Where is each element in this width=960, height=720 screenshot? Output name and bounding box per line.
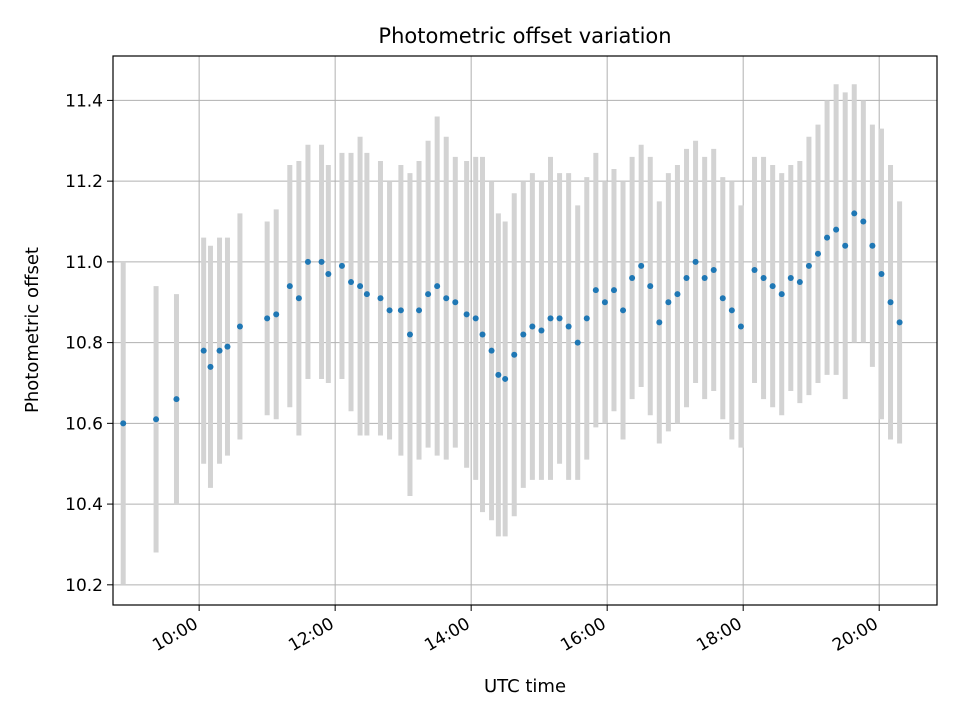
x-tick-label: 10:00 bbox=[149, 614, 201, 656]
data-point bbox=[719, 295, 726, 302]
data-point bbox=[860, 218, 867, 225]
data-point bbox=[520, 331, 527, 338]
data-point bbox=[620, 307, 627, 314]
data-point bbox=[406, 331, 413, 338]
x-tick-label: 18:00 bbox=[693, 614, 745, 656]
x-tick-label: 16:00 bbox=[557, 614, 609, 656]
data-point bbox=[488, 347, 495, 354]
data-point bbox=[511, 351, 518, 358]
data-point bbox=[692, 258, 699, 265]
data-point bbox=[814, 250, 821, 257]
data-point bbox=[338, 262, 345, 269]
data-point bbox=[805, 262, 812, 269]
data-point bbox=[295, 295, 302, 302]
data-point bbox=[674, 291, 681, 298]
y-tick-label: 10.4 bbox=[65, 495, 103, 515]
data-point bbox=[304, 258, 311, 265]
y-tick-label: 10.6 bbox=[65, 414, 103, 434]
data-point bbox=[386, 307, 393, 314]
data-point bbox=[425, 291, 432, 298]
data-point bbox=[463, 311, 470, 318]
data-point bbox=[264, 315, 271, 322]
data-point bbox=[710, 266, 717, 273]
x-tick-label: 14:00 bbox=[421, 614, 473, 656]
data-point bbox=[851, 210, 858, 217]
data-point bbox=[273, 311, 280, 318]
data-point bbox=[286, 283, 293, 290]
data-point bbox=[348, 279, 355, 286]
y-axis-ticks: 10.2 10.4 10.6 10.8 11.0 11.2 11.4 bbox=[65, 91, 113, 596]
data-point bbox=[153, 416, 160, 423]
data-point bbox=[778, 291, 785, 298]
data-point bbox=[583, 315, 590, 322]
data-point bbox=[236, 323, 243, 330]
data-point bbox=[224, 343, 231, 350]
data-point bbox=[357, 283, 364, 290]
data-point bbox=[647, 283, 654, 290]
y-tick-label: 11.0 bbox=[65, 253, 103, 273]
data-point bbox=[452, 299, 459, 306]
data-point bbox=[760, 275, 767, 282]
y-axis-label: Photometric offset bbox=[22, 247, 43, 413]
x-axis-label: UTC time bbox=[484, 676, 566, 697]
data-point bbox=[434, 283, 441, 290]
data-point bbox=[207, 363, 214, 370]
data-point bbox=[638, 262, 645, 269]
data-point bbox=[200, 347, 207, 354]
data-point bbox=[574, 339, 581, 346]
data-point bbox=[472, 315, 479, 322]
data-point bbox=[416, 307, 423, 314]
x-tick-label: 12:00 bbox=[285, 614, 337, 656]
data-point bbox=[610, 287, 617, 294]
data-point bbox=[869, 242, 876, 249]
data-point bbox=[701, 275, 708, 282]
data-point bbox=[796, 279, 803, 286]
y-tick-label: 10.2 bbox=[65, 576, 103, 596]
data-point bbox=[887, 299, 894, 306]
data-point bbox=[377, 295, 384, 302]
data-point bbox=[751, 266, 758, 273]
data-point bbox=[728, 307, 735, 314]
y-tick-label: 11.2 bbox=[65, 172, 103, 192]
data-point bbox=[363, 291, 370, 298]
y-tick-label: 10.8 bbox=[65, 334, 103, 354]
data-point bbox=[878, 270, 885, 277]
chart-title: Photometric offset variation bbox=[378, 24, 671, 48]
plot-frame bbox=[112, 55, 938, 606]
errorbars bbox=[120, 84, 903, 585]
y-tick-label: 11.4 bbox=[65, 91, 103, 111]
data-point bbox=[833, 226, 840, 233]
data-point bbox=[479, 331, 486, 338]
x-tick-label: 20:00 bbox=[829, 614, 881, 656]
data-point bbox=[601, 299, 608, 306]
data-point bbox=[592, 287, 599, 294]
data-point bbox=[737, 323, 744, 330]
data-point bbox=[502, 375, 509, 382]
data-point bbox=[216, 347, 223, 354]
data-point bbox=[318, 258, 325, 265]
data-point bbox=[824, 234, 831, 241]
data-point bbox=[397, 307, 404, 314]
data-point bbox=[495, 371, 502, 378]
data-point bbox=[443, 295, 450, 302]
x-axis-ticks: 10:00 12:00 14:00 16:00 18:00 20:00 bbox=[149, 605, 882, 656]
data-point bbox=[769, 283, 776, 290]
data-point bbox=[529, 323, 536, 330]
data-point bbox=[556, 315, 563, 322]
data-point bbox=[787, 275, 794, 282]
data-point bbox=[325, 270, 332, 277]
data-point bbox=[120, 420, 127, 427]
data-point bbox=[683, 275, 690, 282]
data-points bbox=[120, 210, 903, 427]
data-point bbox=[173, 396, 180, 403]
data-point bbox=[629, 275, 636, 282]
data-point bbox=[842, 242, 849, 249]
data-point bbox=[565, 323, 572, 330]
data-point bbox=[656, 319, 663, 326]
data-point bbox=[665, 299, 672, 306]
data-point bbox=[547, 315, 554, 322]
data-point bbox=[896, 319, 903, 326]
data-point bbox=[538, 327, 545, 334]
